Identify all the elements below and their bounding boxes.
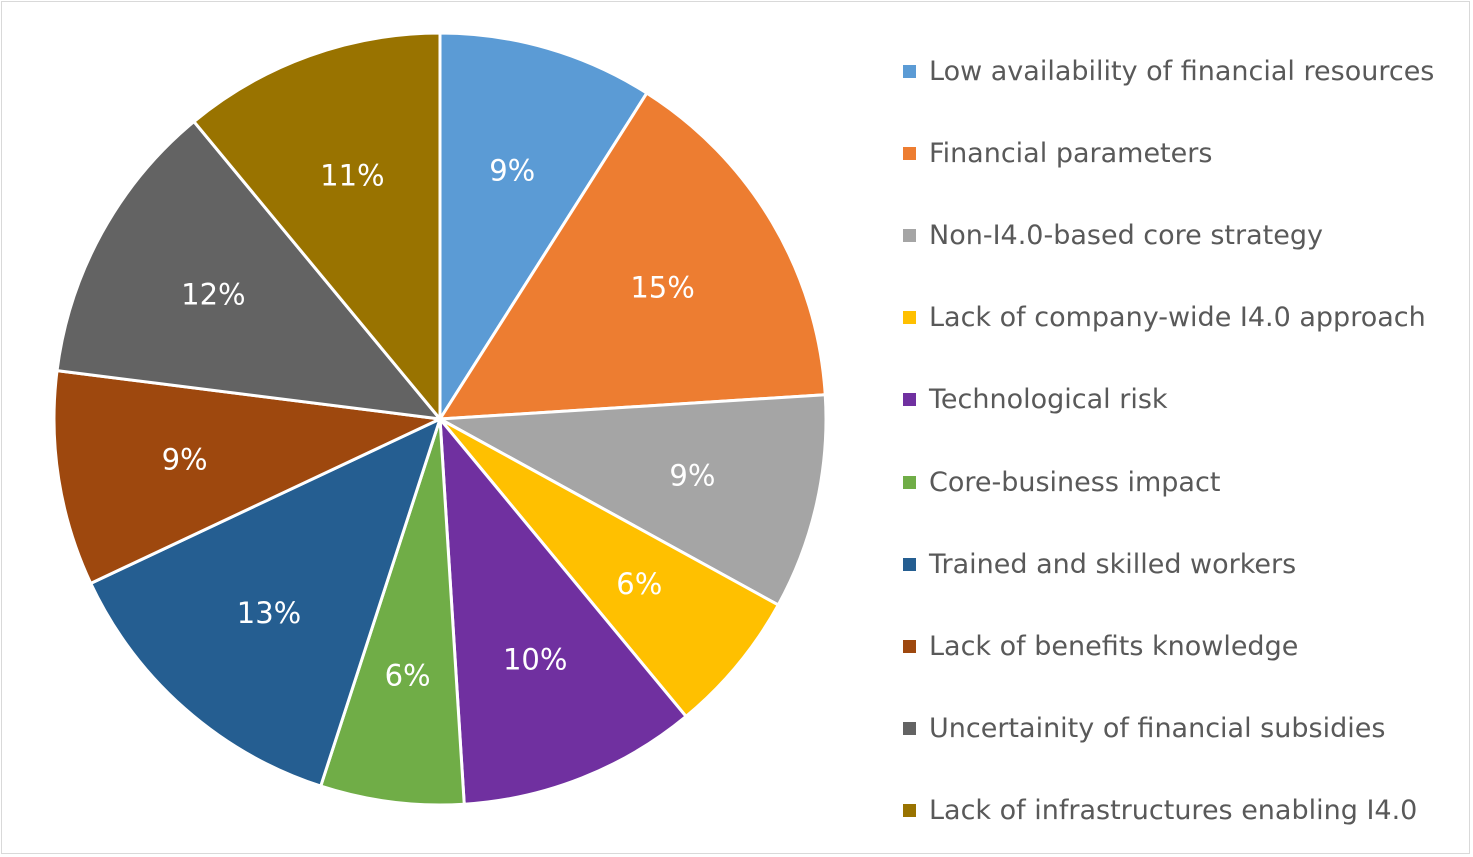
pie-slices — [52, 31, 828, 807]
pie-data-label-1: 9% — [489, 154, 535, 188]
legend-item-3: Non-I4.0-based core strategy — [903, 210, 1323, 260]
legend-label: Trained and skilled workers — [929, 548, 1297, 580]
legend-label: Lack of company-wide I4.0 approach — [929, 302, 1426, 334]
legend-swatch — [903, 804, 916, 818]
legend-swatch — [903, 557, 916, 571]
legend-label: Uncertainity of financial subsidies — [929, 713, 1386, 745]
legend-item-8: Lack of benefits knowledge — [903, 621, 1298, 671]
pie-data-label-5: 10% — [503, 643, 567, 677]
legend-label: Lack of infrastructures enabling I4.0 — [929, 795, 1418, 827]
legend-item-9: Uncertainity of financial subsidies — [903, 704, 1385, 754]
pie-data-label-8: 9% — [162, 443, 208, 477]
pie-slice-8 — [52, 369, 442, 585]
legend-swatch — [903, 722, 916, 736]
legend-item-10: Lack of infrastructures enabling I4.0 — [903, 786, 1417, 836]
legend-item-1: Low availability of financial resources — [903, 46, 1434, 96]
pie-data-label-7: 13% — [237, 596, 301, 630]
pie-data-labels: 9% 15% 9% 6% 10% 6% 13% 9% 12% 11% — [162, 154, 716, 693]
pie-data-label-4: 6% — [616, 567, 662, 601]
pie-slice-9 — [55, 120, 442, 421]
legend-label: Core-business impact — [929, 466, 1221, 498]
legend-swatch — [903, 64, 916, 78]
pie-data-label-10: 11% — [320, 159, 384, 193]
legend-label: Lack of benefits knowledge — [929, 630, 1299, 662]
pie-slice-3 — [438, 393, 828, 607]
pie-slice-1 — [438, 31, 649, 421]
legend-label: Financial parameters — [929, 137, 1213, 169]
legend-swatch — [903, 146, 916, 160]
pie-data-label-3: 9% — [669, 458, 715, 492]
legend-swatch — [903, 311, 916, 325]
legend-swatch — [903, 393, 916, 407]
pie-slice-4 — [438, 417, 780, 718]
legend-item-4: Lack of company-wide I4.0 approach — [903, 293, 1426, 343]
legend-item-6: Core-business impact — [903, 457, 1220, 507]
pie-slice-5 — [438, 417, 688, 806]
legend-item-5: Technological risk — [903, 375, 1168, 425]
pie-slice-7 — [89, 417, 442, 788]
legend-item-2: Financial parameters — [903, 128, 1212, 178]
pie-data-label-2: 15% — [630, 270, 694, 304]
legend-label: Non-I4.0-based core strategy — [929, 219, 1323, 251]
legend-swatch — [903, 475, 916, 489]
pie-slice-2 — [438, 91, 827, 421]
legend-label: Low availability of financial resources — [929, 55, 1435, 87]
legend-label: Technological risk — [929, 384, 1168, 416]
legend-swatch — [903, 228, 916, 242]
pie-data-label-9: 12% — [181, 277, 245, 311]
pie-slice-6 — [319, 417, 466, 807]
pie-data-label-6: 6% — [385, 659, 431, 693]
legend-item-7: Trained and skilled workers — [903, 539, 1296, 589]
pie-slice-10 — [192, 31, 442, 421]
legend-swatch — [903, 639, 916, 653]
